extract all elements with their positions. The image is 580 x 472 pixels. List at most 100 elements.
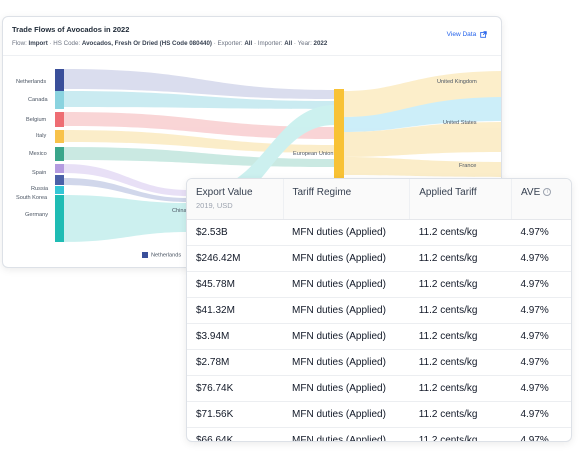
table-cell: $76.74K [187,375,283,402]
flow-eu-france [344,157,501,177]
table-cell: $2.78M [187,349,283,376]
table-row[interactable]: $2.78M MFN duties (Applied) 11.2 cents/kg 4… [187,349,571,376]
table-cell: 4.97% [511,401,571,428]
table-cell: MFN duties (Applied) [283,245,410,272]
node-italy [55,130,64,143]
label-germany: Germany [25,212,48,218]
node-russia [55,175,64,185]
node-belgium [55,112,64,127]
table-cell: 11.2 cents/kg [409,271,512,298]
table-cell: 11.2 cents/kg [409,401,512,428]
importer-label: · Importer: [253,40,283,47]
header-divider [3,55,501,56]
label-eu: European Union [293,151,333,157]
year-label: · Year: [293,40,312,47]
column-label: AVE [520,187,541,198]
table-cell: 11.2 cents/kg [409,349,512,376]
table-cell: 4.97% [511,349,571,376]
exporter-value: All [244,40,253,47]
view-data-label: View Data [446,31,477,39]
table-cell: MFN duties (Applied) [283,349,410,376]
info-icon[interactable]: i [543,188,552,197]
column-label: Export Value [196,187,253,198]
year-value: 2022 [313,40,328,47]
node-germany [55,195,64,242]
label-spain: Spain [32,170,46,176]
flow-italy-eu [64,130,334,153]
table-cell: 4.97% [511,427,571,441]
table-cell: MFN duties (Applied) [283,401,410,428]
column-sublabel: 2019, USD [196,201,233,210]
flow-mexico-eu [64,147,334,167]
label-southkorea: South Korea [16,195,48,201]
column-applied-tariff[interactable]: Applied Tariff [409,179,512,220]
table-header-row: Export Value 2019, USD Tariff Regime Appl… [187,179,571,220]
flow-eu-us [344,97,501,132]
table-cell: 4.97% [511,245,571,272]
column-label: Tariff Regime [292,187,352,198]
label-france: France [459,163,476,169]
legend-item-netherlands[interactable]: Netherlands [142,252,181,258]
node-mexico [55,147,64,161]
table-cell: MFN duties (Applied) [283,427,410,441]
table-row[interactable]: $45.78M MFN duties (Applied) 11.2 cents/kg… [187,271,571,298]
label-china: China [172,208,188,214]
table-cell: $71.56K [187,401,283,428]
chart-filters: Flow: Import · HS Code: Avocados, Fresh … [12,40,327,47]
table-cell: 4.97% [511,323,571,350]
label-us: United States [443,120,477,126]
label-russia: Russia [31,186,49,192]
table-cell: $66.64K [187,427,283,441]
importer-value: All [284,40,293,47]
label-uk: United Kingdom [437,79,477,85]
label-italy: Italy [36,133,46,139]
table-cell: 4.97% [511,271,571,298]
column-label: Applied Tariff [419,187,477,198]
column-export-value[interactable]: Export Value 2019, USD [187,179,283,220]
table-cell: 11.2 cents/kg [409,219,512,246]
table-cell: MFN duties (Applied) [283,271,410,298]
table-cell: 4.97% [511,375,571,402]
hs-label: · HS Code: [49,40,81,47]
flow-germany-china [64,195,188,242]
column-ave[interactable]: AVE i [510,179,571,220]
table-cell: $41.32M [187,297,283,324]
hs-value: Avocados, Fresh Or Dried (HS Code 080440… [81,40,212,47]
flow-netherlands-eu [64,69,334,99]
table-cell: 11.2 cents/kg [409,375,512,402]
flow-eu-uk [344,71,501,117]
table-cell: 11.2 cents/kg [409,297,512,324]
flow-belgium-eu [64,112,334,139]
table-row[interactable]: $3.94M MFN duties (Applied) 11.2 cents/kg 4… [187,323,571,350]
table-cell: 11.2 cents/kg [409,323,512,350]
label-mexico: Mexico [29,151,47,157]
table-cell: $45.78M [187,271,283,298]
view-data-link[interactable]: View Data [447,31,487,38]
chart-title: Trade Flows of Avocados in 2022 [12,25,130,34]
table-cell: $246.42M [187,245,283,272]
tariff-table: Export Value 2019, USD Tariff Regime Appl… [187,179,571,441]
table-row[interactable]: $41.32M MFN duties (Applied) 11.2 cents/kg… [187,297,571,324]
table-row[interactable]: $71.56K MFN duties (Applied) 11.2 cents/kg… [187,401,571,428]
node-spain [55,164,64,173]
flow-eu-us-2 [344,122,501,157]
label-belgium: Belgium [26,117,47,123]
node-eu [334,89,344,209]
table-cell: 4.97% [511,297,571,324]
tariff-table-card: Export Value 2019, USD Tariff Regime Appl… [186,178,572,442]
table-row[interactable]: $66.64K MFN duties (Applied) 11.2 cents/kg… [187,427,571,441]
table-cell: MFN duties (Applied) [283,375,410,402]
table-cell: 11.2 cents/kg [409,245,512,272]
flow-canada-eu [64,91,334,109]
table-cell: MFN duties (Applied) [283,323,410,350]
exporter-labels: Netherlands Canada Belgium Italy Mexico … [16,79,49,218]
table-row[interactable]: $246.42M MFN duties (Applied) 11.2 cents/k… [187,245,571,272]
table-row[interactable]: $2.53B MFN duties (Applied) 11.2 cents/kg 4… [187,219,571,246]
node-southkorea [55,186,64,194]
table-row[interactable]: $76.74K MFN duties (Applied) 11.2 cents/kg… [187,375,571,402]
flow-spain-china [64,164,188,196]
table-cell: 11.2 cents/kg [409,427,512,441]
flow-russia-china [64,178,188,202]
node-canada [55,91,64,109]
column-tariff-regime[interactable]: Tariff Regime [282,179,410,220]
